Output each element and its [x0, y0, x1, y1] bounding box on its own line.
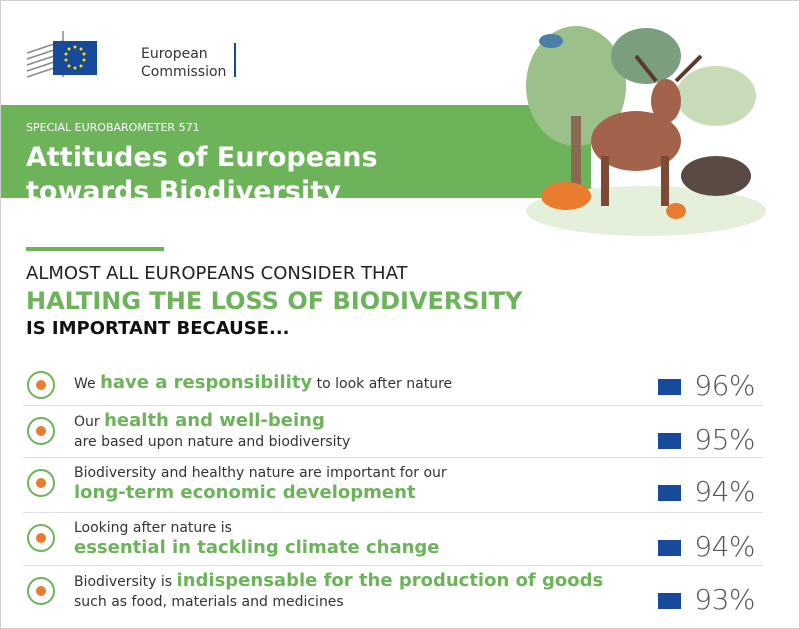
separator: [23, 405, 763, 406]
item-after: to look after nature: [312, 376, 453, 392]
item-highlight: indispensable for the production of good…: [176, 570, 604, 591]
intro-line: IS IMPORTANT BECAUSE...: [26, 318, 290, 339]
percent: 94%: [694, 530, 755, 563]
item: We have a responsibility to look after n…: [1, 365, 799, 415]
intro-highlight: HALTING THE LOSS OF BIODIVERSITY: [26, 287, 523, 315]
item-line: Biodiversity is indispensable for the pr…: [74, 571, 603, 592]
separator: [23, 457, 763, 458]
item-icon: [27, 371, 55, 399]
item-before: We: [74, 376, 101, 392]
item-before: Our: [74, 414, 105, 430]
intro-line: ALMOST ALL EUROPEANS CONSIDER THAT: [26, 263, 408, 284]
item: Biodiversity and healthy nature are impo…: [1, 463, 799, 513]
item-line: Looking after nature is: [74, 518, 440, 538]
title-line: Attitudes of Europeans: [26, 142, 378, 173]
item-highlight: health and well-being: [104, 410, 325, 431]
kicker: SPECIAL EUROBAROMETER 571: [26, 121, 200, 134]
item: Our health and well-being are based upon …: [1, 411, 799, 461]
separator: [23, 565, 763, 566]
item-line: Our health and well-being: [74, 411, 350, 432]
item-text: We have a responsibility to look after n…: [74, 373, 452, 394]
item-before: Looking after nature is: [74, 520, 232, 536]
item: Looking after nature is essential in tack…: [1, 518, 799, 568]
item-icon: [27, 577, 55, 605]
logo-text: European Commission: [141, 45, 226, 81]
item-text: Our health and well-being are based upon …: [74, 411, 350, 452]
separator: [23, 512, 763, 513]
eu-flag: [658, 433, 681, 449]
item-line: We have a responsibility to look after n…: [74, 373, 452, 394]
percent: 93%: [694, 583, 755, 616]
item-highlight: have a responsibility: [100, 372, 313, 393]
item-after: such as food, materials and medicines: [74, 594, 344, 610]
item-highlight: long-term economic development: [74, 482, 416, 503]
eu-flag: [658, 593, 681, 609]
item-text: Biodiversity is indispensable for the pr…: [74, 571, 603, 612]
item-icon: [27, 524, 55, 552]
eu-flag: [658, 540, 681, 556]
logo-line: European: [141, 46, 208, 62]
item-line: Biodiversity and healthy nature are impo…: [74, 463, 447, 483]
percent: 96%: [694, 369, 755, 402]
title-line: towards Biodiversity: [26, 176, 341, 207]
accent-bar: [26, 247, 164, 251]
percent: 95%: [694, 423, 755, 456]
item-before: Biodiversity is: [74, 574, 177, 590]
item-icon: [27, 469, 55, 497]
item-icon: [27, 417, 55, 445]
item-before: Biodiversity and healthy nature are impo…: [74, 465, 447, 481]
eu-flag: [658, 379, 681, 395]
item-text: Biodiversity and healthy nature are impo…: [74, 463, 447, 503]
item-text: Looking after nature is essential in tack…: [74, 518, 440, 558]
ec-logo: [26, 31, 236, 78]
item-highlight: essential in tackling climate change: [74, 537, 440, 558]
eu-flag: [658, 485, 681, 501]
item-after: are based upon nature and biodiversity: [74, 434, 351, 450]
banner: [1, 105, 591, 198]
percent: 94%: [694, 475, 755, 508]
banner-title: Attitudes of Europeans towards Biodivers…: [26, 141, 378, 209]
item: Biodiversity is indispensable for the pr…: [1, 571, 799, 621]
illustration: [526, 26, 766, 236]
logo-line: Commission: [141, 64, 227, 80]
